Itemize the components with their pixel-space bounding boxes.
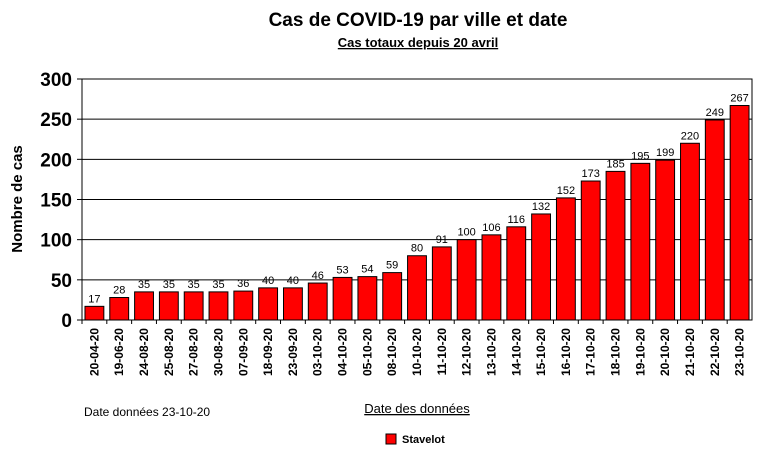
bar xyxy=(481,234,502,321)
x-tick-label: 17-10-20 xyxy=(584,328,598,376)
y-tick-label: 250 xyxy=(40,110,72,131)
legend-swatch xyxy=(385,433,397,445)
x-tick-label: 19-10-20 xyxy=(633,328,647,376)
bar xyxy=(729,105,750,321)
bar xyxy=(183,291,204,321)
x-tick-label: 13-10-20 xyxy=(484,328,498,376)
data-label: 35 xyxy=(212,279,224,291)
x-tick-label: 24-08-20 xyxy=(137,328,151,376)
bar xyxy=(307,282,328,321)
data-label: 91 xyxy=(436,234,448,246)
data-label: 35 xyxy=(138,279,150,291)
x-tick-label: 20-10-20 xyxy=(658,328,672,376)
x-tick-label: 10-10-20 xyxy=(410,328,424,376)
data-label: 100 xyxy=(457,227,475,239)
bar xyxy=(704,119,725,321)
x-tick-label: 20-04-20 xyxy=(87,328,101,376)
data-label: 106 xyxy=(482,222,500,234)
x-tick-label: 23-09-20 xyxy=(286,328,300,376)
data-label: 59 xyxy=(386,260,398,272)
data-label: 53 xyxy=(336,264,348,276)
x-tick-label: 30-08-20 xyxy=(211,328,225,376)
x-tick-label: 18-09-20 xyxy=(261,328,275,376)
x-tick-label: 15-10-20 xyxy=(534,328,548,376)
chart-subtitle: Cas totaux depuis 20 avril xyxy=(338,35,498,50)
y-tick-label: 0 xyxy=(61,311,72,332)
x-tick-label: 21-10-20 xyxy=(683,328,697,376)
data-label: 249 xyxy=(706,107,724,119)
bar xyxy=(531,213,552,321)
data-label: 17 xyxy=(88,293,100,305)
x-tick-label: 19-06-20 xyxy=(112,328,126,376)
bar xyxy=(357,276,378,321)
bar xyxy=(382,272,403,321)
x-tick-label: 22-10-20 xyxy=(708,328,722,376)
bar xyxy=(134,291,154,321)
data-label: 36 xyxy=(237,278,249,290)
bar xyxy=(456,239,477,321)
data-label: 199 xyxy=(656,147,674,159)
data-label: 195 xyxy=(631,150,649,162)
bar xyxy=(555,197,576,321)
x-axis-title: Date des données xyxy=(364,401,470,416)
y-tick-label: 50 xyxy=(51,271,72,292)
bar xyxy=(630,162,651,321)
y-tick-label: 200 xyxy=(40,150,72,171)
x-tick-label: 11-10-20 xyxy=(435,328,449,376)
x-tick-label: 12-10-20 xyxy=(460,328,474,376)
bar xyxy=(332,276,353,321)
data-label: 35 xyxy=(188,279,200,291)
y-tick-label: 100 xyxy=(40,231,72,252)
bar xyxy=(233,290,254,321)
x-tick-label: 04-10-20 xyxy=(336,328,350,376)
bar xyxy=(407,255,427,321)
data-label: 116 xyxy=(507,214,525,226)
plot-area: 0 50 100 150 200 250 300 17 20-04-20 28 19-06-20 35… xyxy=(40,70,753,376)
bar xyxy=(109,297,130,321)
x-tick-label: 03-10-20 xyxy=(311,328,325,376)
legend-label: Stavelot xyxy=(402,434,445,446)
x-tick-label: 07-09-20 xyxy=(236,328,250,376)
data-date-note: Date données 23-10-20 xyxy=(84,405,210,419)
x-tick-label: 18-10-20 xyxy=(609,328,623,376)
bar xyxy=(680,142,700,321)
data-label: 185 xyxy=(606,158,624,170)
x-tick-label: 25-08-20 xyxy=(162,328,176,376)
data-label: 80 xyxy=(411,243,423,255)
bar xyxy=(506,226,527,321)
bar xyxy=(84,305,105,321)
data-label: 173 xyxy=(582,168,600,180)
bar xyxy=(208,291,229,321)
x-tick-label: 14-10-20 xyxy=(509,328,523,376)
bar xyxy=(605,170,626,321)
x-tick-label: 08-10-20 xyxy=(385,328,399,376)
y-tick-label: 300 xyxy=(40,70,72,91)
x-tick-label: 05-10-20 xyxy=(360,328,374,376)
bar xyxy=(158,291,179,321)
bar xyxy=(258,287,279,321)
y-tick-label: 150 xyxy=(40,191,72,212)
data-label: 132 xyxy=(532,201,550,213)
data-label: 40 xyxy=(287,275,299,287)
bar xyxy=(282,287,303,321)
y-axis-title: Nombre de cas xyxy=(9,145,26,253)
x-tick-label: 27-08-20 xyxy=(187,328,201,376)
data-label: 267 xyxy=(730,93,748,105)
bar xyxy=(580,180,601,321)
data-label: 28 xyxy=(113,285,125,297)
data-label: 40 xyxy=(262,275,274,287)
legend: Stavelot xyxy=(385,433,445,446)
chart-title: Cas de COVID-19 par ville et date xyxy=(269,10,568,31)
data-label: 35 xyxy=(163,279,175,291)
data-label: 46 xyxy=(312,270,324,282)
data-label: 54 xyxy=(361,264,373,276)
bar xyxy=(431,246,452,321)
data-label: 152 xyxy=(557,185,575,197)
x-tick-label: 23-10-20 xyxy=(733,328,747,376)
bar xyxy=(655,159,676,321)
data-label: 220 xyxy=(681,130,699,142)
x-tick-label: 16-10-20 xyxy=(559,328,573,376)
